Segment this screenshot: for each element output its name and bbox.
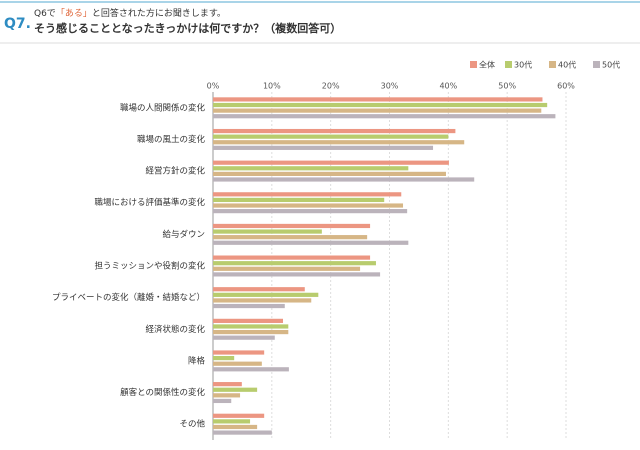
category-label: 降格 — [188, 355, 206, 366]
bar — [213, 134, 449, 139]
legend-label: 30代 — [514, 60, 532, 70]
bar — [213, 240, 409, 245]
bar — [213, 318, 284, 323]
bar — [213, 292, 319, 297]
category-label: 経済状態の変化 — [145, 324, 205, 335]
bar — [213, 145, 434, 150]
bar — [213, 424, 258, 430]
lead-part: Q6で — [34, 9, 56, 19]
category-label: 経営方針の変化 — [145, 166, 205, 177]
bar — [213, 382, 242, 387]
bar — [213, 335, 275, 340]
bar — [213, 413, 265, 418]
bar — [213, 177, 475, 182]
bar — [213, 367, 289, 372]
x-tick-label: 20% — [322, 82, 340, 91]
bar — [213, 324, 289, 329]
bar — [213, 350, 265, 355]
bar — [213, 235, 368, 240]
x-tick-label: 30% — [381, 82, 399, 91]
bar — [213, 209, 408, 214]
bar — [213, 97, 543, 102]
bar — [213, 361, 262, 366]
category-label: 職場の風土の変化 — [137, 134, 206, 145]
bar — [213, 203, 404, 208]
legend-label: 50代 — [602, 60, 620, 70]
bar — [213, 223, 371, 229]
bar — [213, 140, 465, 145]
x-tick-label: 60% — [557, 82, 575, 91]
bar — [213, 419, 251, 424]
legend-swatch — [505, 61, 512, 68]
bar — [213, 160, 449, 165]
bar — [213, 272, 381, 277]
bar — [213, 266, 361, 271]
bar — [213, 114, 556, 119]
bar — [213, 229, 322, 234]
question-text: そう感じることとなったきっかけは何ですか？（複数回答可） — [34, 21, 341, 35]
bar — [213, 398, 232, 404]
bar — [213, 255, 371, 260]
lead-part: と回答された方にお聞きします。 — [92, 7, 226, 19]
bar — [213, 197, 385, 203]
x-tick-label: 50% — [498, 82, 516, 91]
bar — [213, 171, 446, 176]
category-label: 給与ダウン — [162, 229, 205, 240]
bar — [213, 128, 456, 134]
bar — [213, 393, 241, 398]
x-tick-label: 40% — [439, 82, 457, 91]
category-label: 顧客との関係性の変化 — [120, 387, 205, 398]
category-label: その他 — [179, 419, 205, 430]
legend-swatch — [549, 61, 556, 68]
bar — [213, 329, 289, 335]
legend-swatch — [470, 61, 477, 68]
category-label: 職場における評価基準の変化 — [94, 197, 205, 208]
bar — [213, 430, 272, 435]
x-tick-label: 10% — [263, 82, 281, 91]
category-label: 担うミッションや役割の変化 — [94, 261, 205, 272]
question-number: Q7. — [4, 16, 31, 32]
bar — [213, 287, 305, 292]
legend-label: 40代 — [558, 60, 576, 70]
bar — [213, 303, 285, 309]
bar — [213, 108, 542, 113]
bar — [213, 166, 409, 171]
category-label: 職場の人間関係の変化 — [120, 102, 206, 113]
bar — [213, 261, 376, 266]
legend-label: 全体 — [479, 60, 495, 70]
x-tick-label: 0% — [207, 82, 220, 91]
bar — [213, 192, 402, 197]
lead-emphasis: 「ある」 — [56, 8, 92, 19]
bar — [213, 102, 548, 108]
lead-text: Q6で「ある」と回答された方にお聞きします。 — [34, 7, 226, 19]
bar — [213, 387, 258, 392]
legend-swatch — [593, 61, 600, 68]
bar — [213, 298, 312, 303]
bar — [213, 356, 235, 361]
category-label: プライベートの変化（離婚・結婚など） — [52, 292, 205, 303]
